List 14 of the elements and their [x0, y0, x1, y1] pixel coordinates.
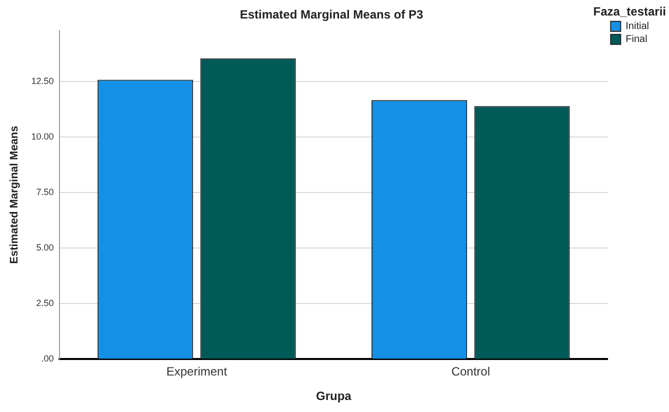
legend-title: Faza_testarii — [593, 4, 666, 18]
x-axis-title: Grupa — [316, 389, 352, 404]
legend-label: Final — [626, 34, 648, 46]
y-tick-label: 7.50 — [36, 187, 54, 198]
legend-label: Initial — [626, 21, 650, 32]
x-tick-label: Control — [451, 364, 490, 379]
y-tick-label: 10.00 — [31, 132, 54, 142]
y-tick-label: 5.00 — [36, 242, 54, 253]
y-tick-label: .00 — [41, 354, 54, 364]
chart-title: Estimated Marginal Means of P3 — [240, 8, 424, 22]
y-tick-label: 12.50 — [31, 76, 54, 86]
y-tick-label: 2.50 — [36, 298, 54, 308]
x-tick-label: Experiment — [166, 364, 228, 379]
y-axis-title: Estimated Marginal Means — [8, 126, 21, 264]
